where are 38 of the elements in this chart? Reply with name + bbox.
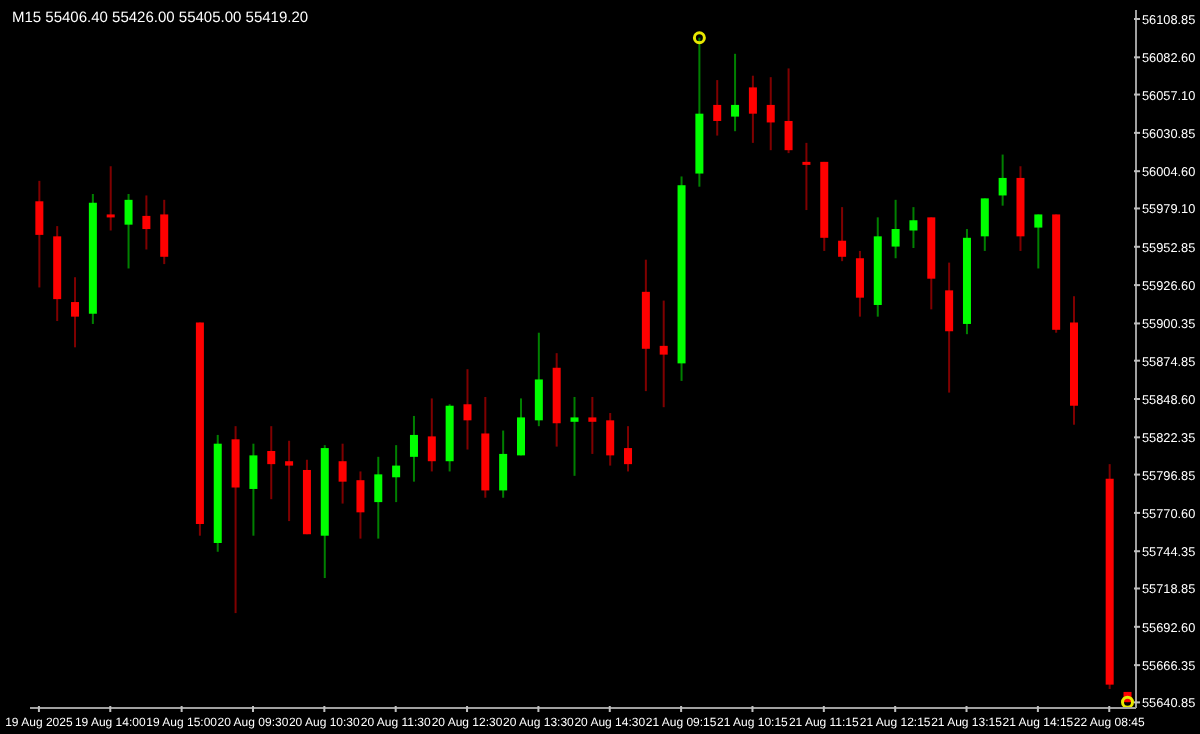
candlestick [998, 153, 1007, 207]
candlestick [766, 76, 775, 152]
candlestick [855, 249, 864, 318]
candlestick [517, 397, 525, 457]
candlestick [427, 397, 436, 473]
candlestick [338, 442, 347, 505]
candlestick [35, 179, 44, 289]
candlestick [1034, 213, 1043, 270]
candlestick [802, 141, 811, 212]
candlestick [624, 425, 633, 473]
candlestick [891, 198, 900, 260]
candlestick [659, 299, 668, 409]
candlestick [945, 261, 954, 394]
candlestick [249, 442, 258, 537]
candlestick [499, 429, 508, 499]
candlestick [285, 439, 294, 523]
candlestick [160, 198, 169, 266]
candlestick [713, 79, 722, 137]
candlestick [267, 425, 276, 501]
candlestick [409, 414, 418, 483]
candlestick [374, 455, 383, 540]
candlestick [534, 331, 543, 428]
candlestick [463, 368, 472, 451]
candlestick [980, 197, 989, 252]
candlestick [124, 192, 133, 270]
candlestick [392, 444, 401, 504]
candlestick [731, 52, 740, 133]
candlestick [570, 395, 579, 477]
candlestick [356, 470, 365, 540]
candlestick [71, 276, 80, 349]
candlestick [909, 206, 918, 250]
candlestick [838, 206, 847, 263]
candlestick [606, 412, 615, 467]
candlestick [588, 395, 597, 455]
candlestick [142, 194, 151, 251]
candlestick [748, 74, 757, 144]
candlestick [106, 165, 115, 232]
candlestick [784, 67, 793, 155]
